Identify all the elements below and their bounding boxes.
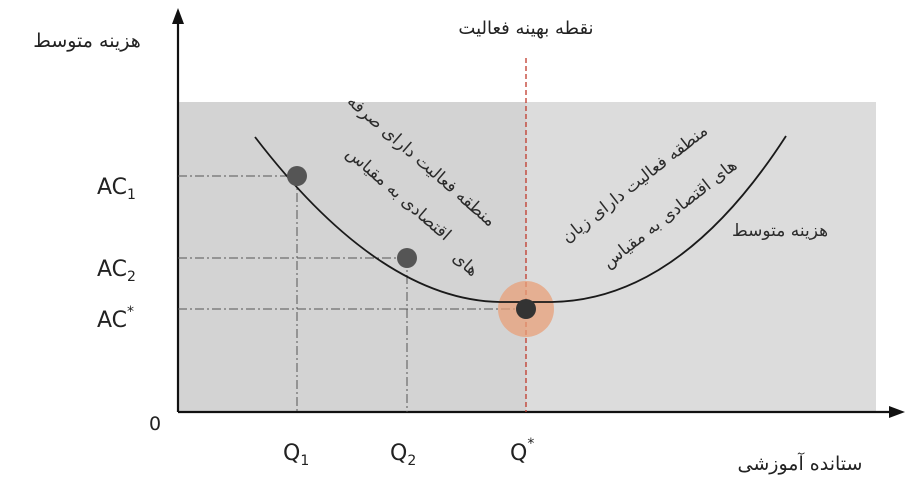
y-tick-ac1: AC1 [97, 175, 136, 203]
economies-of-scale-region [178, 102, 526, 412]
point-q2-ac2 [397, 248, 417, 268]
origin-label: 0 [149, 413, 161, 435]
point-q1-ac1 [287, 166, 307, 186]
y-tick-ac2: AC2 [97, 257, 136, 285]
y-axis-arrow-icon [172, 8, 184, 24]
x-axis-label: ستانده آموزشی [738, 451, 863, 475]
y-tick-ac-star: AC* [97, 304, 134, 333]
point-optimum [516, 299, 536, 319]
y-axis-label: هزینه متوسط [33, 30, 140, 52]
x-axis-arrow-icon [889, 406, 905, 418]
optimum-title: نقطه بهینه فعالیت [458, 18, 593, 39]
average-cost-curve-label: هزینه متوسط [732, 221, 828, 241]
diseconomies-of-scale-region [526, 102, 876, 412]
x-tick-q1: Q1 [283, 441, 309, 469]
x-tick-q2: Q2 [390, 441, 416, 469]
x-tick-q-star: Q* [510, 436, 534, 466]
